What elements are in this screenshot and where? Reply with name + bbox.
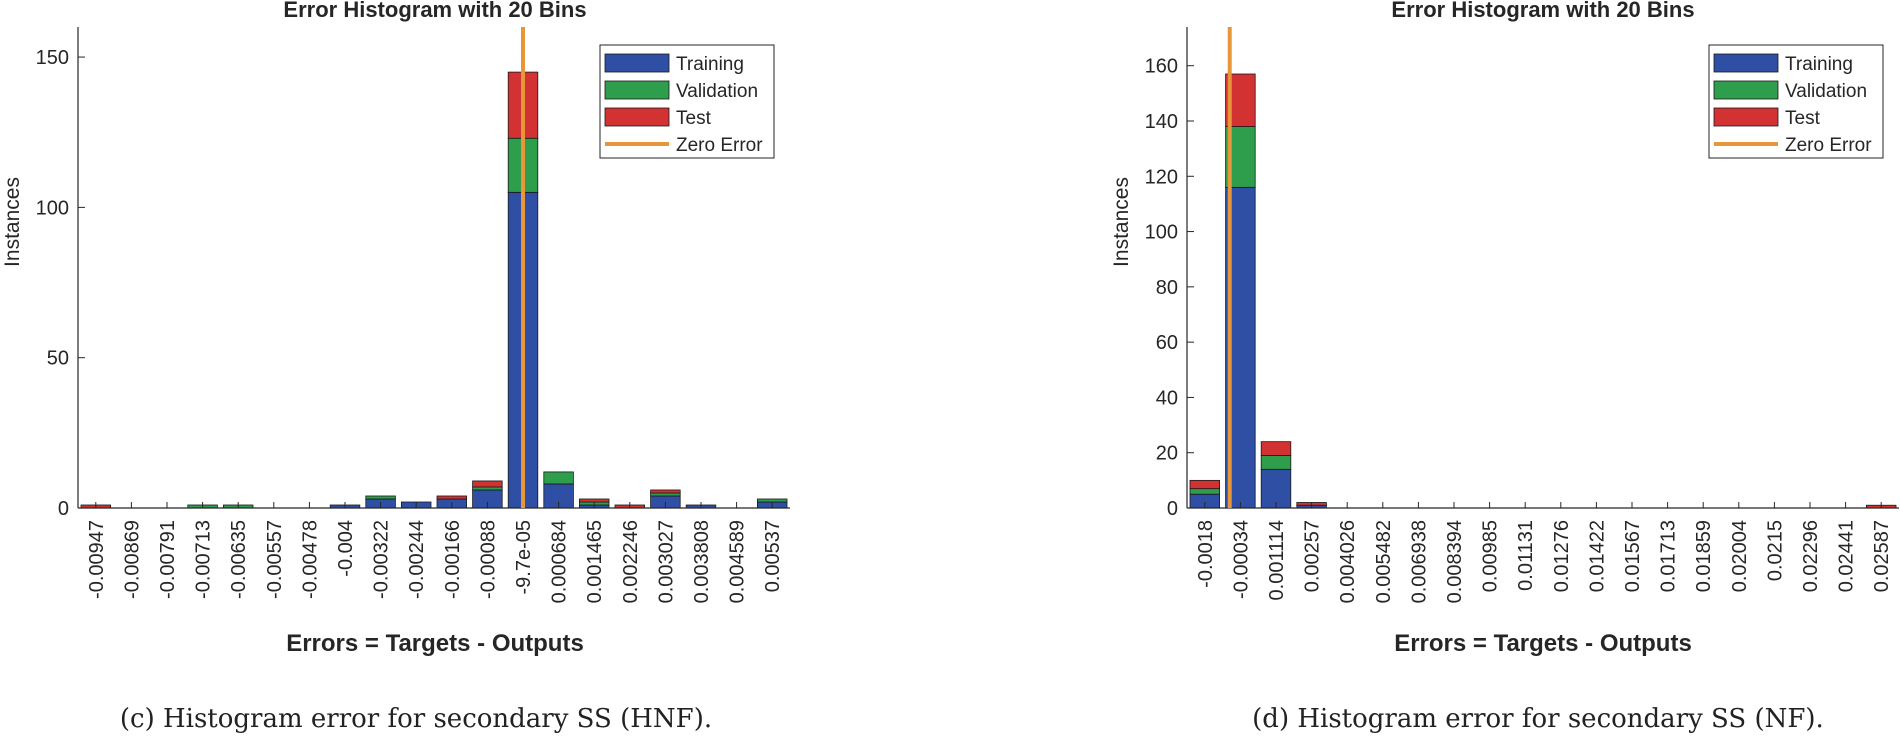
chart-title: Error Histogram with 20 Bins (283, 0, 586, 22)
legend-label: Test (676, 108, 712, 129)
x-tick-label: -0.00166 (442, 520, 464, 599)
y-tick-label: 120 (1145, 166, 1178, 188)
x-tick-label: 0.01713 (1658, 520, 1680, 592)
legend-label: Training (676, 54, 744, 75)
x-tick-label: 0.01567 (1622, 520, 1644, 592)
y-tick-label: 40 (1156, 387, 1178, 409)
chart-title: Error Histogram with 20 Bins (1391, 0, 1694, 22)
x-axis-label: Errors = Targets - Outputs (286, 630, 584, 657)
x-tick-label: 0.0215 (1764, 520, 1786, 581)
bar-validation-16 (650, 492, 681, 497)
x-tick-label: -0.00244 (406, 520, 428, 599)
legend-label: Zero Error (676, 135, 763, 156)
x-tick-label: 0.02587 (1871, 520, 1893, 592)
bar-validation-0 (1189, 488, 1221, 495)
histogram-chart-hnf: Error Histogram with 20 Bins Instances E… (1, 0, 790, 734)
figure-caption: (d) Histogram error for secondary SS (NF… (1252, 704, 1824, 734)
legend-label: Zero Error (1785, 135, 1872, 156)
y-tick-label: 50 (47, 348, 69, 370)
x-tick-label: 0.008394 (1444, 520, 1466, 603)
bar-test-16 (650, 489, 681, 494)
x-tick-label: -0.00869 (121, 520, 143, 599)
legend-box (599, 44, 775, 159)
bar-validation-19 (757, 498, 788, 503)
x-tick-label: 0.01859 (1693, 520, 1715, 592)
x-tick-label: 0.01276 (1551, 520, 1573, 592)
bar-validation-13 (543, 471, 574, 485)
y-tick-label: 160 (1145, 56, 1178, 78)
x-tick-label: 0.001465 (584, 520, 606, 603)
x-tick-label: -0.00791 (157, 520, 179, 599)
x-tick-label: -0.004 (335, 520, 357, 577)
bar-validation-8 (365, 495, 396, 500)
x-tick-label: 0.01131 (1515, 520, 1537, 591)
legend-swatch-training (604, 53, 670, 73)
x-tick-label: 0.004026 (1337, 520, 1359, 603)
bar-validation-2 (1260, 455, 1292, 470)
bar-test-2 (1260, 441, 1292, 456)
y-tick-label: 150 (36, 47, 69, 69)
x-tick-label: -9.7e-05 (513, 520, 535, 595)
x-tick-label: -0.00322 (371, 520, 393, 599)
legend-swatch-test (1713, 107, 1779, 127)
bar-test-10 (436, 495, 468, 500)
x-tick-label: 0.00257 (1302, 520, 1324, 592)
x-tick-label: 0.00985 (1480, 520, 1502, 592)
x-axis-label: Errors = Targets - Outputs (1394, 630, 1692, 657)
legend-swatch-validation (604, 80, 670, 100)
x-tick-label: -0.00635 (228, 520, 250, 599)
x-tick-label: 0.005482 (1373, 520, 1395, 603)
x-tick-label: 0.000684 (549, 520, 571, 603)
legend-label: Validation (676, 81, 758, 102)
y-tick-label: 60 (1156, 332, 1178, 354)
x-tick-label: -0.00947 (86, 520, 108, 599)
legend-label: Training (1785, 54, 1853, 75)
x-tick-label: 0.01422 (1586, 520, 1608, 592)
legend-label: Test (1785, 108, 1821, 129)
y-tick-label: 20 (1156, 443, 1178, 465)
legend-swatch-validation (1713, 80, 1779, 100)
y-tick-label: 0 (1167, 498, 1178, 520)
y-tick-label: 100 (36, 197, 69, 219)
x-tick-label: 0.00537 (762, 520, 784, 592)
x-tick-label: -0.00034 (1230, 520, 1252, 599)
figure-caption: (c) Histogram error for secondary SS (HN… (120, 704, 712, 734)
x-tick-label: 0.006938 (1408, 520, 1430, 603)
x-tick-label: -0.00557 (264, 520, 286, 599)
y-tick-label: 0 (58, 498, 69, 520)
bar-test-0 (1189, 479, 1221, 490)
x-tick-label: -0.00478 (299, 520, 321, 599)
y-axis-label: Instances (1110, 177, 1133, 267)
histogram-chart-nf: Error Histogram with 20 Bins Instances E… (1110, 0, 1899, 734)
x-tick-label: 0.003027 (655, 520, 677, 603)
x-tick-label: 0.003808 (691, 520, 713, 603)
legend-swatch-training (1713, 53, 1779, 73)
legend-label: Validation (1785, 81, 1867, 102)
x-tick-label: -0.00088 (477, 520, 499, 599)
y-tick-label: 100 (1145, 222, 1178, 244)
y-tick-label: 140 (1145, 111, 1178, 133)
y-axis-label: Instances (1, 177, 24, 267)
x-tick-label: 0.002246 (620, 520, 642, 603)
legend-swatch-test (604, 107, 670, 127)
y-tick-label: 80 (1156, 277, 1178, 299)
x-tick-label: 0.02004 (1729, 520, 1751, 592)
bar-test-14 (579, 498, 610, 503)
bar-test-11 (472, 480, 503, 488)
x-tick-label: 0.02441 (1836, 520, 1858, 592)
bar-validation-11 (472, 486, 503, 491)
x-tick-label: 0.001114 (1266, 520, 1288, 600)
x-tick-label: 0.004589 (727, 520, 749, 603)
x-tick-label: -0.0018 (1195, 520, 1217, 588)
x-tick-label: 0.02296 (1800, 520, 1822, 592)
x-tick-label: -0.00713 (193, 520, 215, 599)
